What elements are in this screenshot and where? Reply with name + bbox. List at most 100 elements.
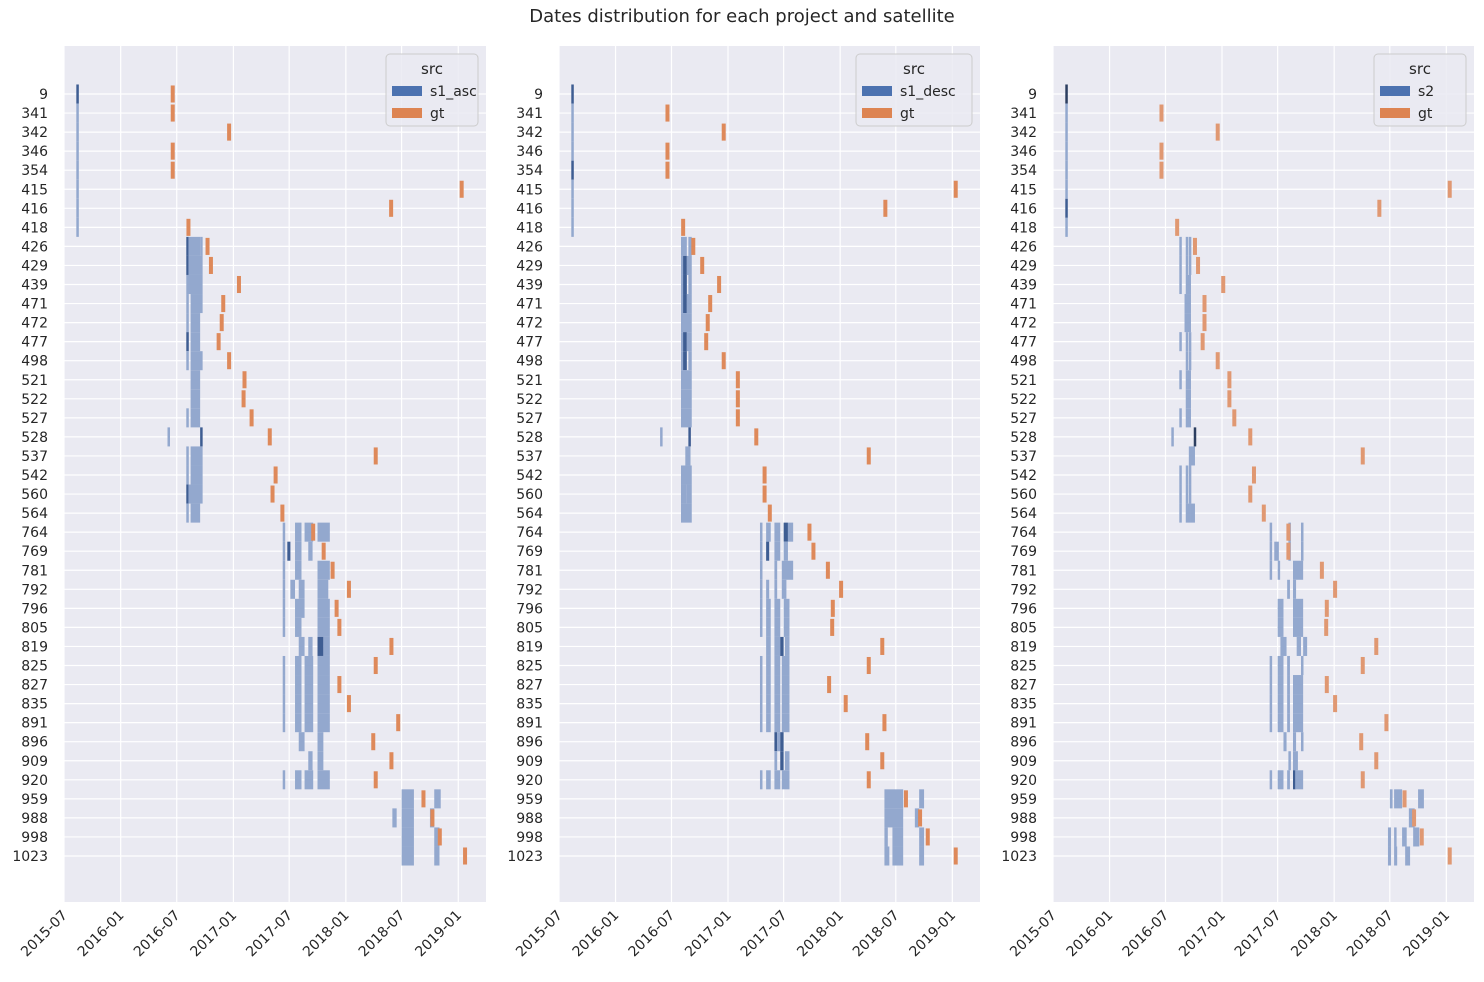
gt-mark [216, 333, 221, 351]
cell-s1_asc [282, 579, 286, 599]
cell-s2 [1293, 732, 1297, 752]
y-tick-label: 819 [21, 639, 48, 655]
cell-s2 [1287, 655, 1290, 676]
cell-s2 [1179, 236, 1182, 256]
cell-s1_desc [759, 617, 763, 637]
cell-s2 [1190, 503, 1195, 523]
gt-mark [735, 371, 740, 389]
y-tick-label: 825 [21, 659, 48, 675]
cell-s1_asc [308, 636, 313, 656]
cell-s2 [1065, 103, 1068, 123]
y-tick-label: 909 [1010, 754, 1037, 770]
cell-s1_asc [282, 522, 286, 542]
cell-s1_desc [686, 255, 692, 275]
cell-s2 [1277, 694, 1284, 714]
cell-s1_asc [190, 389, 201, 409]
cell-s1_asc [186, 503, 189, 523]
cell-s1_desc [680, 236, 687, 256]
gt-mark [807, 523, 812, 541]
cell-s1_asc [282, 617, 286, 637]
gt-mark [843, 695, 848, 713]
y-tick-label: 988 [1010, 811, 1037, 827]
gt-mark [866, 771, 871, 789]
cell-s1_asc [190, 465, 203, 485]
y-tick-label: 796 [21, 601, 48, 617]
cell-s1_asc [76, 141, 79, 161]
y-tick-label: 521 [21, 373, 48, 389]
cell-s2 [1269, 655, 1273, 676]
cell-s1_asc [317, 617, 330, 637]
cell-s2 [1188, 446, 1192, 466]
y-tick-label: 891 [1010, 716, 1037, 732]
y-tick-label: 909 [516, 754, 543, 770]
cell-s1_asc [295, 713, 302, 733]
cell-s1_asc [76, 217, 79, 237]
cell-s1_desc [759, 694, 763, 714]
cell-s1_asc [282, 655, 286, 676]
cell-s1_asc [186, 446, 189, 466]
x-tick-label: 2018-07 [850, 908, 903, 961]
panel-s1_desc: 2015-07 2016-01 2016-07 2017-01 2017-07 2018-… [507, 46, 980, 960]
cell-s1_asc [186, 274, 189, 295]
y-tick-label: 896 [1010, 735, 1037, 751]
cell-s1_desc [680, 484, 687, 504]
gt-mark [330, 561, 335, 579]
cell-s2 [1185, 274, 1191, 295]
gt-mark [311, 523, 316, 541]
y-tick-label: 988 [21, 811, 48, 827]
y-tick-label: 416 [21, 201, 48, 217]
cell-s1_asc [190, 503, 201, 523]
cell-s2 [1293, 579, 1297, 599]
cell-s2 [1293, 598, 1304, 618]
cell-s1_desc [884, 789, 904, 809]
y-tick-label: 439 [1010, 278, 1037, 294]
y-tick-label: 528 [516, 430, 543, 446]
y-tick-label: 472 [21, 316, 48, 332]
cell-s1_desc [774, 655, 781, 676]
cell-s2 [1394, 846, 1398, 866]
gt-mark [1232, 409, 1237, 427]
cell-s1_asc [295, 560, 302, 580]
legend-label: s1_desc [900, 84, 956, 100]
y-tick-label: 998 [516, 830, 543, 846]
cell-s1_asc [317, 751, 324, 771]
cell-s1_desc [686, 484, 692, 504]
cell-s2 [1185, 465, 1189, 485]
y-tick-label: 781 [1010, 563, 1037, 579]
y-tick-label: 418 [21, 220, 48, 236]
gt-mark [1159, 142, 1164, 160]
gt-mark [170, 104, 175, 122]
cell-s1_desc [686, 332, 692, 352]
cell-s1_desc [759, 598, 763, 618]
cell-s1_asc [317, 636, 324, 656]
y-tick-label: 522 [21, 392, 48, 408]
cell-s1_asc [190, 294, 203, 314]
cell-s2 [1185, 503, 1191, 523]
panel-s1_asc: 2015-07 2016-01 2016-07 2017-01 2017-07 2018-… [12, 46, 486, 960]
gt-mark [1196, 256, 1201, 274]
y-tick-label: 835 [516, 697, 543, 713]
gt-mark [463, 847, 468, 865]
cell-s1_desc [688, 236, 692, 256]
gt-mark [717, 275, 722, 294]
gt-mark [882, 714, 887, 732]
cell-s2 [1394, 827, 1397, 847]
gt-mark [280, 504, 285, 522]
gt-mark [1360, 447, 1365, 465]
y-tick-label: 560 [1010, 487, 1037, 503]
gt-mark [681, 218, 686, 236]
cell-s1_desc [892, 827, 904, 847]
y-tick-label: 805 [516, 620, 543, 636]
cell-s1_desc [683, 274, 687, 295]
cell-s1_asc [392, 808, 397, 828]
y-tick-label: 835 [1010, 697, 1037, 713]
cell-s1_desc [571, 217, 574, 237]
cell-s1_desc [680, 503, 692, 523]
legend-label: gt [1418, 106, 1433, 122]
x-tick-label: 2016-01 [570, 908, 623, 961]
cell-s1_asc [317, 560, 330, 580]
cell-s1_desc [780, 732, 784, 752]
cell-s1_asc [76, 179, 79, 199]
gt-mark [1227, 371, 1232, 389]
gt-mark [880, 637, 885, 655]
